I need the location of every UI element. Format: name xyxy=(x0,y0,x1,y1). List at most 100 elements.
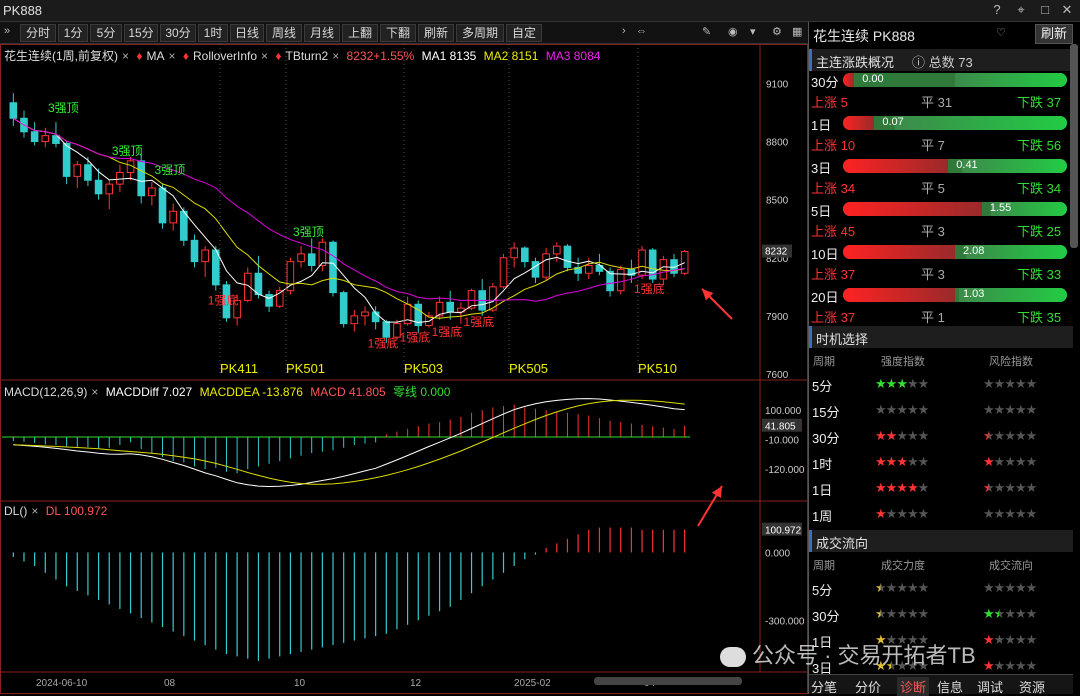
star-icon: ★ xyxy=(1025,658,1038,673)
star-icon: ★ xyxy=(1025,402,1038,417)
pen-icon[interactable]: ✎ xyxy=(702,26,712,38)
heart-icon[interactable]: ♡ xyxy=(996,27,1006,39)
star-icon: ★ xyxy=(885,428,898,443)
main-legend: 花生连续(1周,前复权) × ♦ MA × ♦ RolloverInfo × ♦ TBtur… xyxy=(4,49,601,63)
star-icon: ★ xyxy=(1014,606,1027,621)
arrow-dl xyxy=(697,485,723,527)
flow-row: 30分 ★★★★★ ★★★★★ xyxy=(809,604,1073,624)
contract-label: PK411 xyxy=(220,361,258,376)
summary-count-text: 总数 73 xyxy=(928,55,973,70)
x-axis-label: 12 xyxy=(410,678,422,689)
kline-chart[interactable]: 9100 8800 8500 8200 7900 7600 8232 3强顶 3强顶 3强顶 3强顶… xyxy=(0,44,808,694)
direction-stars: ★★★★★ xyxy=(983,580,1037,596)
candle xyxy=(286,257,295,295)
period-stats-row: 上涨 5 平 31 下跌 37 xyxy=(809,90,1073,110)
x-axis-label: 2024-06-10 xyxy=(36,678,88,689)
toolbar-button-8[interactable]: 月线 xyxy=(304,24,340,42)
chevron-down-icon[interactable]: ▾ xyxy=(750,26,756,38)
dl-ytick: 100.972 xyxy=(765,526,802,537)
gear-icon[interactable]: ⚙ xyxy=(772,26,782,38)
star-icon: ★ xyxy=(983,480,995,495)
candle xyxy=(297,246,305,268)
candle xyxy=(393,319,401,340)
star-icon: ★ xyxy=(917,454,930,469)
toolbar-button-4[interactable]: 30分 xyxy=(160,24,196,42)
star-icon: ★ xyxy=(885,580,898,595)
pin-icon[interactable]: ⌖ xyxy=(1017,2,1025,17)
tab-5[interactable]: 资源 xyxy=(1019,680,1046,695)
bookmark-icon[interactable]: ⇔ xyxy=(636,25,647,37)
grid-icon[interactable]: ▦ xyxy=(792,26,803,38)
chevron-right-icon[interactable]: › xyxy=(622,25,626,37)
bottom-tabs: 分笔 分价 诊断 信息 调试 资源 xyxy=(809,674,1073,696)
toolbar-button-10[interactable]: 下翻 xyxy=(380,24,416,42)
star-icon: ★ xyxy=(917,506,930,521)
timing-period: 1周 xyxy=(812,509,833,524)
tab-2[interactable]: 诊断 xyxy=(897,677,930,696)
toolbar-button-11[interactable]: 刷新 xyxy=(418,24,454,42)
star-icon: ★ xyxy=(1004,402,1016,417)
flow-period: 5分 xyxy=(812,583,833,598)
flow-row: 5分 ★★★★★ ★★★★★ xyxy=(809,578,1073,598)
chart-area[interactable]: 9100 8800 8500 8200 7900 7600 8232 3强顶 3强顶 3强顶 3强顶… xyxy=(0,44,808,694)
toolbar-button-13[interactable]: 自定 xyxy=(506,24,542,42)
star-icon: ★ xyxy=(917,606,930,621)
star-icon: ★ xyxy=(993,580,1006,595)
toolbar-button-7[interactable]: 周线 xyxy=(266,24,302,42)
bottom-signal-label: 1强底 xyxy=(368,335,399,350)
candle xyxy=(126,157,135,181)
candle xyxy=(435,296,444,320)
toolbar-button-0[interactable]: 分时 xyxy=(20,24,56,42)
toolbar-button-1[interactable]: 1分 xyxy=(58,24,88,42)
star-icon: ★ xyxy=(917,480,930,495)
ma2-line xyxy=(13,117,685,319)
candle xyxy=(339,290,348,328)
main-ytick: 8800 xyxy=(766,138,789,149)
strength-stars: ★★★★★ xyxy=(875,454,930,470)
star-icon: ★ xyxy=(917,580,930,595)
toolbar: » 分时 1分 5分 15分 30分 1时 日线 周线 月线 上翻 下翻 刷新 多周期 自定 › ⇔ ✎ ◉ ▾ ⚙ ▦ xyxy=(0,22,808,44)
up-count: 上涨 37 xyxy=(811,310,856,325)
panel-scrollbar[interactable] xyxy=(1070,44,1078,248)
star-icon: ★ xyxy=(1025,376,1038,391)
tab-3[interactable]: 信息 xyxy=(937,680,964,695)
star-icon: ★ xyxy=(1004,606,1016,621)
direction-stars: ★★★★★ xyxy=(983,658,1038,674)
help-icon[interactable]: ? xyxy=(993,2,1001,17)
eye-icon[interactable]: ◉ xyxy=(728,26,738,38)
star-icon: ★ xyxy=(875,480,887,495)
refresh-button[interactable]: 刷新 xyxy=(1035,24,1073,44)
candle xyxy=(105,180,114,210)
timing-col-period: 周期 xyxy=(813,356,835,368)
close-icon[interactable]: ✕ xyxy=(1061,2,1073,17)
toolbar-button-9[interactable]: 上翻 xyxy=(342,24,378,42)
tab-0[interactable]: 分笔 xyxy=(811,680,838,695)
wechat-icon xyxy=(720,647,746,668)
period-bar: 2.08 xyxy=(843,245,1067,259)
candle xyxy=(73,160,82,188)
tab-1[interactable]: 分价 xyxy=(855,680,882,695)
macd-ytick: -120.000 xyxy=(765,465,805,476)
candle xyxy=(638,246,646,280)
bar-up-part xyxy=(843,288,955,302)
candles xyxy=(9,93,689,343)
tab-4[interactable]: 调试 xyxy=(977,680,1004,695)
candle xyxy=(350,310,359,332)
toolbar-button-3[interactable]: 15分 xyxy=(124,24,158,42)
star-icon: ★ xyxy=(917,632,930,647)
timing-row: 15分 ★★★★★ ★★★★★ xyxy=(809,400,1073,420)
star-icon: ★ xyxy=(906,580,919,595)
up-count: 上涨 37 xyxy=(811,267,856,282)
toolbar-button-12[interactable]: 多周期 xyxy=(456,24,504,42)
maximize-icon[interactable]: □ xyxy=(1041,2,1049,17)
macd-zero: 零线 0.000 xyxy=(393,385,451,399)
toolbar-button-2[interactable]: 5分 xyxy=(90,24,122,42)
toolbar-button-5[interactable]: 1时 xyxy=(198,24,228,42)
flow-row: 1日 ★★★★★ ★★★★★ xyxy=(809,630,1073,650)
toolbar-button-6[interactable]: 日线 xyxy=(230,24,264,42)
candle xyxy=(148,182,156,206)
candle xyxy=(94,168,103,200)
period-row: 5日 xyxy=(809,199,1073,219)
x-axis-label: 10 xyxy=(294,678,306,689)
star-icon: ★ xyxy=(896,580,908,595)
